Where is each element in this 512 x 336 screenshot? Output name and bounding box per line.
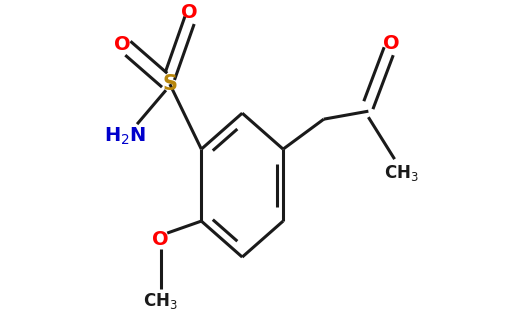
Text: O: O — [153, 229, 169, 249]
Text: O: O — [114, 35, 131, 54]
Text: O: O — [383, 34, 400, 53]
Text: CH$_3$: CH$_3$ — [384, 163, 418, 183]
Text: S: S — [162, 74, 177, 94]
Text: O: O — [181, 3, 198, 22]
Text: H$_2$N: H$_2$N — [104, 126, 146, 147]
Text: CH$_3$: CH$_3$ — [143, 291, 178, 311]
